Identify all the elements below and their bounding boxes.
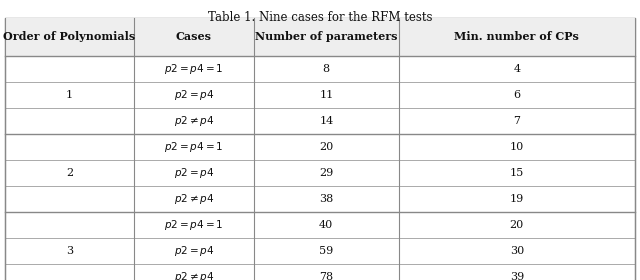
Text: $p2 \neq p4$: $p2 \neq p4$	[173, 270, 214, 280]
Text: Min. number of CPs: Min. number of CPs	[454, 32, 579, 43]
Text: 38: 38	[319, 194, 333, 204]
Text: Order of Polynomials: Order of Polynomials	[3, 32, 136, 43]
Text: 7: 7	[513, 116, 520, 126]
Text: $p2 = p4$: $p2 = p4$	[173, 88, 214, 102]
Text: 20: 20	[509, 220, 524, 230]
Text: 11: 11	[319, 90, 333, 100]
Text: 29: 29	[319, 168, 333, 178]
Text: 4: 4	[513, 64, 520, 74]
Text: 39: 39	[509, 272, 524, 280]
Text: 2: 2	[66, 168, 73, 178]
Text: $p2 = p4 = 1$: $p2 = p4 = 1$	[164, 218, 224, 232]
Text: 30: 30	[509, 246, 524, 256]
Text: 10: 10	[509, 142, 524, 152]
Text: 20: 20	[319, 142, 333, 152]
Text: 14: 14	[319, 116, 333, 126]
Text: 3: 3	[66, 246, 73, 256]
Text: 15: 15	[509, 168, 524, 178]
Text: Table 1. Nine cases for the RFM tests: Table 1. Nine cases for the RFM tests	[208, 11, 432, 24]
Bar	[5, 18, 635, 56]
Text: Cases: Cases	[176, 32, 212, 43]
Text: 1: 1	[66, 90, 73, 100]
Text: $p2 \neq p4$: $p2 \neq p4$	[173, 114, 214, 128]
Text: $p2 = p4$: $p2 = p4$	[173, 166, 214, 180]
Text: 40: 40	[319, 220, 333, 230]
Text: Number of parameters: Number of parameters	[255, 32, 397, 43]
Text: 78: 78	[319, 272, 333, 280]
Text: 59: 59	[319, 246, 333, 256]
Text: 19: 19	[509, 194, 524, 204]
Text: $p2 = p4$: $p2 = p4$	[173, 244, 214, 258]
Text: 8: 8	[323, 64, 330, 74]
Text: $p2 = p4 = 1$: $p2 = p4 = 1$	[164, 62, 224, 76]
Text: $p2 = p4 = 1$: $p2 = p4 = 1$	[164, 140, 224, 154]
Text: $p2 \neq p4$: $p2 \neq p4$	[173, 192, 214, 206]
Text: 6: 6	[513, 90, 520, 100]
